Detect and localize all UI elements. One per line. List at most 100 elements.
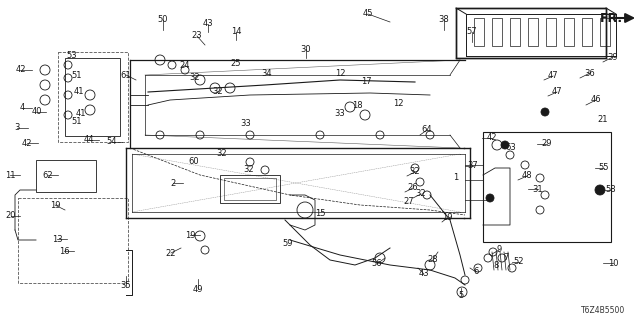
Text: 30: 30 [301, 44, 311, 53]
Text: 42: 42 [16, 66, 26, 75]
Bar [492, 18, 502, 46]
Text: 14: 14 [231, 28, 241, 36]
Text: 45: 45 [363, 10, 373, 19]
Text: 56: 56 [372, 260, 382, 268]
Bar [474, 18, 484, 46]
Text: 32: 32 [217, 148, 227, 157]
Text: 36: 36 [584, 68, 595, 77]
Circle shape [541, 108, 549, 116]
Bar [582, 18, 592, 46]
Circle shape [486, 194, 494, 202]
Text: 4: 4 [19, 103, 24, 113]
Text: 1: 1 [453, 173, 459, 182]
Text: 12: 12 [335, 68, 345, 77]
Bar [456, 8, 606, 58]
Text: 18: 18 [352, 101, 362, 110]
Text: 57: 57 [467, 28, 477, 36]
Text: FR.: FR. [600, 12, 623, 25]
Text: 19: 19 [185, 230, 195, 239]
Text: 31: 31 [532, 185, 543, 194]
Text: 53: 53 [67, 52, 77, 60]
Text: 9: 9 [497, 245, 502, 254]
Bar [483, 132, 611, 242]
Text: 17: 17 [361, 77, 371, 86]
Circle shape [501, 141, 509, 149]
Text: 13: 13 [52, 235, 62, 244]
Text: 48: 48 [522, 172, 532, 180]
Text: 34: 34 [262, 68, 272, 77]
Text: 61: 61 [121, 70, 131, 79]
Bar [36, 160, 96, 192]
Text: 29: 29 [541, 140, 552, 148]
Bar [18, 198, 128, 283]
Text: 23: 23 [192, 31, 202, 41]
Bar [220, 175, 280, 203]
Text: 38: 38 [438, 15, 449, 25]
Text: 28: 28 [428, 254, 438, 263]
Text: 46: 46 [591, 95, 602, 105]
Text: 40: 40 [32, 108, 42, 116]
Text: 19: 19 [50, 201, 60, 210]
Bar [224, 178, 276, 200]
Text: 35: 35 [121, 282, 131, 291]
Text: 44: 44 [84, 135, 94, 145]
Text: 47: 47 [548, 71, 558, 81]
Text: 19: 19 [442, 213, 452, 222]
Text: 5: 5 [458, 292, 463, 300]
Text: 41: 41 [76, 109, 86, 118]
Text: 2: 2 [170, 179, 175, 188]
Bar [65, 58, 120, 136]
Bar [600, 18, 610, 46]
Text: 32: 32 [212, 86, 223, 95]
Text: 11: 11 [4, 171, 15, 180]
Text: 26: 26 [408, 183, 419, 193]
Text: 42: 42 [22, 139, 32, 148]
Text: 51: 51 [72, 116, 83, 125]
Text: 51: 51 [72, 71, 83, 81]
Text: 32: 32 [410, 167, 420, 177]
Text: 55: 55 [599, 164, 609, 172]
Text: 63: 63 [506, 143, 516, 153]
Text: 32: 32 [416, 189, 426, 198]
Text: 60: 60 [189, 156, 199, 165]
Text: 58: 58 [605, 186, 616, 195]
Text: 6: 6 [474, 268, 479, 276]
Text: 62: 62 [43, 171, 53, 180]
Text: 27: 27 [404, 196, 414, 205]
Text: 32: 32 [189, 74, 200, 83]
Text: 50: 50 [157, 15, 168, 25]
Text: 49: 49 [193, 284, 204, 293]
Text: 42: 42 [487, 133, 497, 142]
Text: T6Z4B5500: T6Z4B5500 [580, 306, 625, 315]
Text: 33: 33 [241, 118, 252, 127]
Text: 43: 43 [419, 269, 429, 278]
Text: 41: 41 [74, 87, 84, 97]
Bar [510, 18, 520, 46]
Text: 25: 25 [231, 59, 241, 68]
Text: 10: 10 [608, 259, 618, 268]
Text: 15: 15 [315, 209, 325, 218]
Bar [546, 18, 556, 46]
Text: 7: 7 [503, 253, 509, 262]
Text: 52: 52 [514, 258, 524, 267]
Bar [528, 18, 538, 46]
Text: 20: 20 [6, 212, 16, 220]
Text: 32: 32 [244, 164, 254, 173]
Text: 3: 3 [14, 124, 20, 132]
Text: 47: 47 [552, 87, 563, 97]
Text: 37: 37 [468, 162, 478, 171]
Text: 39: 39 [608, 52, 618, 61]
Text: 43: 43 [203, 20, 213, 28]
Text: 54: 54 [107, 138, 117, 147]
Text: 24: 24 [180, 61, 190, 70]
Bar [564, 18, 574, 46]
Text: 12: 12 [393, 100, 403, 108]
Text: 64: 64 [422, 125, 432, 134]
Text: 59: 59 [283, 238, 293, 247]
Bar [58, 52, 128, 142]
Text: 16: 16 [59, 246, 69, 255]
Text: 21: 21 [598, 116, 608, 124]
Circle shape [595, 185, 605, 195]
Text: 33: 33 [335, 108, 346, 117]
Text: 22: 22 [166, 249, 176, 258]
